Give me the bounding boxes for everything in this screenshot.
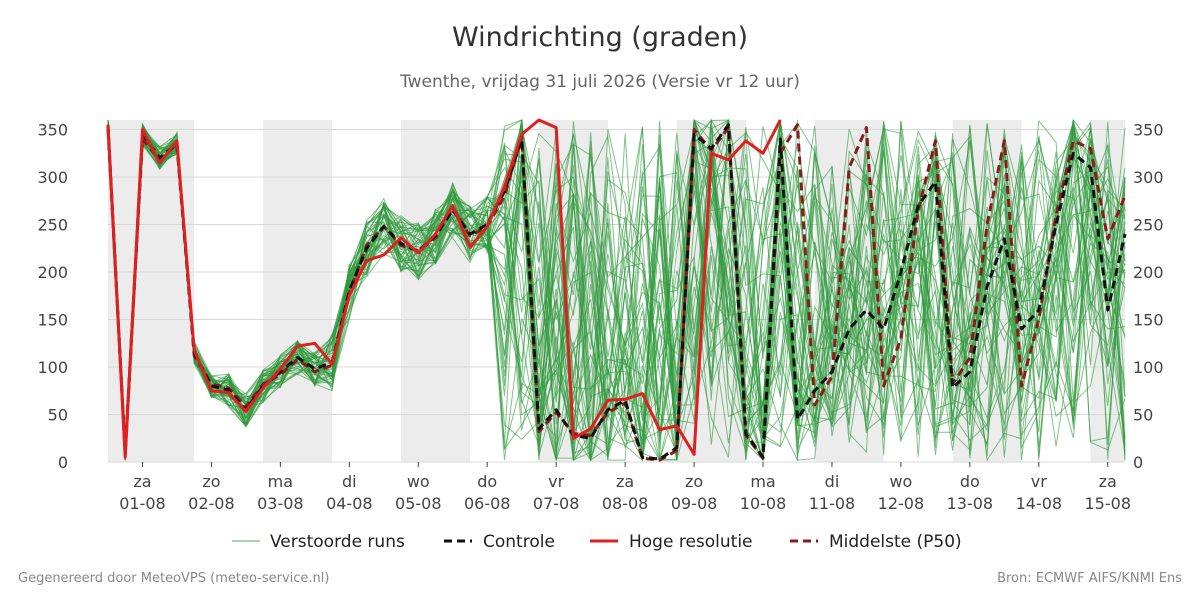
x-tick-date-11: 12-08 — [878, 494, 925, 513]
y-tick-right-350: 350 — [1133, 121, 1164, 140]
ensemble-run-49 — [107, 119, 1126, 462]
x-tick-day-7: za — [616, 472, 634, 491]
x-tick-day-10: di — [825, 472, 840, 491]
x-axis: za 01-08 zo 02-08 ma 03-08 di 04-08 wo 05-08 do 06-… — [119, 462, 1131, 513]
main-series — [106, 118, 1127, 462]
ensemble-run-47 — [107, 124, 1126, 462]
x-tick-date-10: 11-08 — [809, 494, 856, 513]
x-tick-date-1: 02-08 — [188, 494, 235, 513]
legend-hires-label: Hoge resolutie — [629, 532, 753, 552]
night-band-0 — [108, 120, 195, 462]
x-tick-day-11: wo — [889, 472, 912, 491]
x-tick-date-12: 13-08 — [947, 494, 994, 513]
night-band-2 — [401, 120, 470, 462]
y-tick-right-150: 150 — [1133, 311, 1164, 330]
y-tick-right-50: 50 — [1133, 406, 1153, 425]
x-tick-date-7: 08-08 — [602, 494, 649, 513]
y-tick-left-200: 200 — [37, 263, 68, 282]
y-tick-right-300: 300 — [1133, 168, 1164, 187]
footer-generator: Gegenereerd door MeteoVPS (meteo-service… — [18, 571, 330, 586]
series-line-middelste-p50- — [106, 123, 1127, 462]
x-tick-day-5: do — [477, 472, 497, 491]
y-tick-left-150: 150 — [37, 311, 68, 330]
x-tick-day-13: vr — [1031, 472, 1047, 491]
footer-source: Bron: ECMWF AIFS/KNMI Ens — [997, 571, 1182, 586]
legend-median-label: Middelste (P50) — [829, 532, 962, 552]
x-tick-day-12: do — [960, 472, 980, 491]
x-tick-date-3: 04-08 — [326, 494, 373, 513]
legend: Verstoorde runs Controle Hoge resolutie … — [232, 532, 962, 552]
x-tick-day-4: wo — [407, 472, 430, 491]
ensemble-run-46 — [107, 126, 1126, 461]
x-tick-day-2: ma — [268, 472, 293, 491]
x-tick-date-4: 05-08 — [395, 494, 442, 513]
x-tick-date-2: 03-08 — [257, 494, 304, 513]
y-tick-right-200: 200 — [1133, 263, 1164, 282]
y-axis-left: 0 50 100 150 200 250 300 350 — [37, 121, 68, 473]
legend-control-label: Controle — [483, 532, 555, 552]
y-tick-left-350: 350 — [37, 121, 68, 140]
y-tick-left-100: 100 — [37, 358, 68, 377]
y-tick-left-300: 300 — [37, 168, 68, 187]
y-tick-left-250: 250 — [37, 216, 68, 235]
chart-subtitle: Twenthe, vrijdag 31 juli 2026 (Versie vr… — [400, 72, 800, 92]
ensemble-run-45 — [107, 119, 1126, 461]
x-tick-day-3: di — [342, 472, 357, 491]
ensemble-run-28 — [107, 119, 1126, 462]
x-tick-date-0: 01-08 — [119, 494, 166, 513]
x-tick-day-9: ma — [750, 472, 775, 491]
x-tick-date-13: 14-08 — [1016, 494, 1063, 513]
x-tick-date-14: 15-08 — [1085, 494, 1132, 513]
x-tick-day-0: za — [133, 472, 151, 491]
x-tick-day-8: zo — [685, 472, 703, 491]
y-tick-right-250: 250 — [1133, 216, 1164, 235]
x-tick-day-6: vr — [548, 472, 564, 491]
ensemble-run-20 — [107, 119, 1126, 461]
y-tick-left-50: 50 — [48, 406, 68, 425]
x-tick-day-14: za — [1099, 472, 1117, 491]
x-tick-day-1: zo — [202, 472, 220, 491]
x-tick-date-8: 09-08 — [671, 494, 718, 513]
x-tick-date-6: 07-08 — [533, 494, 580, 513]
night-band-1 — [263, 120, 333, 462]
legend-ensemble-label: Verstoorde runs — [270, 532, 405, 552]
ensemble-run-44 — [107, 119, 1126, 463]
series-line-hoge-resolutie — [106, 118, 782, 459]
y-axis-right: 0 50 100 150 200 250 300 350 — [1133, 121, 1164, 473]
y-tick-right-0: 0 — [1133, 453, 1143, 472]
ensemble-run-48 — [107, 119, 1126, 461]
x-tick-date-9: 10-08 — [740, 494, 787, 513]
chart-title: Windrichting (graden) — [451, 22, 749, 53]
y-tick-right-100: 100 — [1133, 358, 1164, 377]
y-tick-left-0: 0 — [58, 453, 68, 472]
x-tick-date-5: 06-08 — [464, 494, 511, 513]
ensemble-run-29 — [107, 119, 1126, 462]
